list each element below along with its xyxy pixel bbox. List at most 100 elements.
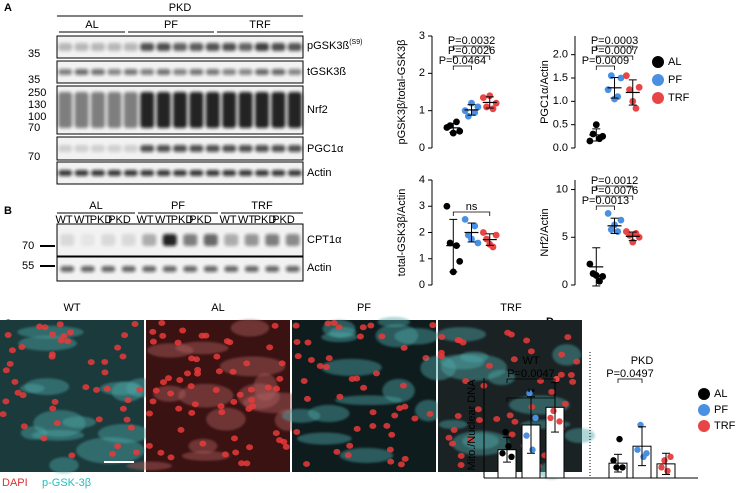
nucleus bbox=[56, 321, 64, 328]
nucleus bbox=[49, 331, 57, 338]
nucleus bbox=[307, 357, 315, 364]
data-point bbox=[489, 243, 497, 251]
nucleus bbox=[188, 409, 196, 416]
band bbox=[287, 145, 302, 152]
nucleus bbox=[218, 409, 226, 416]
stain-cyan bbox=[206, 407, 246, 431]
nucleus bbox=[346, 442, 354, 449]
nucleus bbox=[369, 423, 377, 430]
lane-label: WT bbox=[238, 214, 255, 226]
band bbox=[203, 234, 218, 246]
data-point bbox=[556, 418, 563, 425]
y-tick-label: 0 bbox=[419, 279, 425, 291]
data-point bbox=[479, 229, 487, 236]
nucleus bbox=[175, 405, 183, 412]
nucleus bbox=[330, 320, 338, 327]
nucleus bbox=[243, 460, 251, 467]
row-label: PGC1α bbox=[307, 143, 344, 155]
y-tick-label: 10 bbox=[556, 183, 568, 195]
nucleus bbox=[167, 390, 175, 397]
nucleus bbox=[132, 449, 140, 456]
cluster-label: WT bbox=[522, 355, 539, 367]
data-point bbox=[453, 118, 460, 126]
data-point bbox=[586, 260, 594, 268]
nucleus bbox=[131, 321, 139, 328]
row-label: Actin bbox=[307, 167, 331, 179]
y-tick-label: 0 bbox=[419, 142, 425, 154]
comparison-label: ** bbox=[527, 387, 536, 399]
band bbox=[91, 145, 105, 152]
comparison-label: P=0.0013 bbox=[582, 195, 629, 207]
bracket bbox=[506, 397, 556, 402]
band bbox=[271, 145, 286, 152]
image-title: WT bbox=[63, 302, 80, 314]
band bbox=[255, 145, 269, 152]
nucleus bbox=[454, 337, 462, 344]
nucleus bbox=[221, 451, 229, 458]
bracket bbox=[595, 195, 634, 200]
data-point bbox=[664, 467, 671, 475]
lane-label: WT bbox=[155, 214, 172, 226]
nucleus bbox=[276, 375, 284, 382]
nucleus bbox=[149, 338, 157, 345]
nucleus bbox=[454, 412, 462, 419]
band bbox=[189, 145, 204, 152]
bracket bbox=[452, 65, 472, 70]
band bbox=[107, 170, 122, 176]
band bbox=[265, 266, 280, 272]
band bbox=[173, 69, 187, 75]
nucleus bbox=[123, 416, 131, 423]
legend-marker bbox=[652, 92, 664, 104]
y-tick-label: 3 bbox=[419, 200, 425, 212]
stain-cyan bbox=[339, 447, 394, 463]
band bbox=[74, 69, 89, 75]
nucleus bbox=[2, 398, 10, 405]
nucleus bbox=[548, 388, 556, 395]
bracket bbox=[595, 45, 634, 50]
lane-label: WT bbox=[55, 214, 72, 226]
y-tick-label: 5 bbox=[562, 231, 568, 243]
nucleus bbox=[49, 405, 57, 412]
nucleus bbox=[119, 405, 127, 412]
nucleus bbox=[101, 369, 109, 376]
nucleus bbox=[356, 333, 364, 340]
nucleus bbox=[271, 322, 279, 329]
nucleus bbox=[174, 339, 182, 346]
nucleus bbox=[223, 338, 231, 345]
data-point bbox=[610, 457, 617, 464]
nucleus bbox=[462, 378, 470, 385]
nucleus bbox=[243, 360, 251, 367]
stain-cyan bbox=[375, 324, 419, 348]
stain-cyan bbox=[320, 358, 382, 377]
band bbox=[285, 266, 300, 272]
legend-marker bbox=[652, 56, 664, 68]
nucleus bbox=[53, 420, 61, 427]
nucleus bbox=[391, 412, 399, 419]
band bbox=[140, 92, 155, 128]
nucleus bbox=[35, 323, 43, 330]
nucleus bbox=[82, 384, 90, 391]
stain-cyan bbox=[175, 341, 229, 355]
nucleus bbox=[4, 331, 12, 338]
nucleus bbox=[194, 370, 202, 377]
data-point bbox=[446, 239, 454, 247]
stain-label: p-GSK-3β bbox=[42, 477, 91, 489]
nucleus bbox=[20, 423, 28, 430]
nucleus bbox=[300, 378, 308, 385]
data-point bbox=[523, 432, 530, 439]
data-point bbox=[617, 74, 625, 82]
stain-cyan bbox=[487, 369, 516, 386]
group-label: TRF bbox=[249, 19, 271, 31]
legend-marker bbox=[698, 420, 710, 432]
nucleus bbox=[236, 391, 244, 398]
band bbox=[156, 69, 171, 75]
band bbox=[74, 92, 89, 128]
nucleus bbox=[93, 386, 101, 393]
band bbox=[101, 234, 116, 246]
data-point bbox=[661, 457, 668, 464]
nucleus bbox=[264, 384, 272, 391]
band bbox=[205, 43, 220, 51]
band bbox=[162, 234, 177, 246]
band bbox=[255, 170, 269, 176]
